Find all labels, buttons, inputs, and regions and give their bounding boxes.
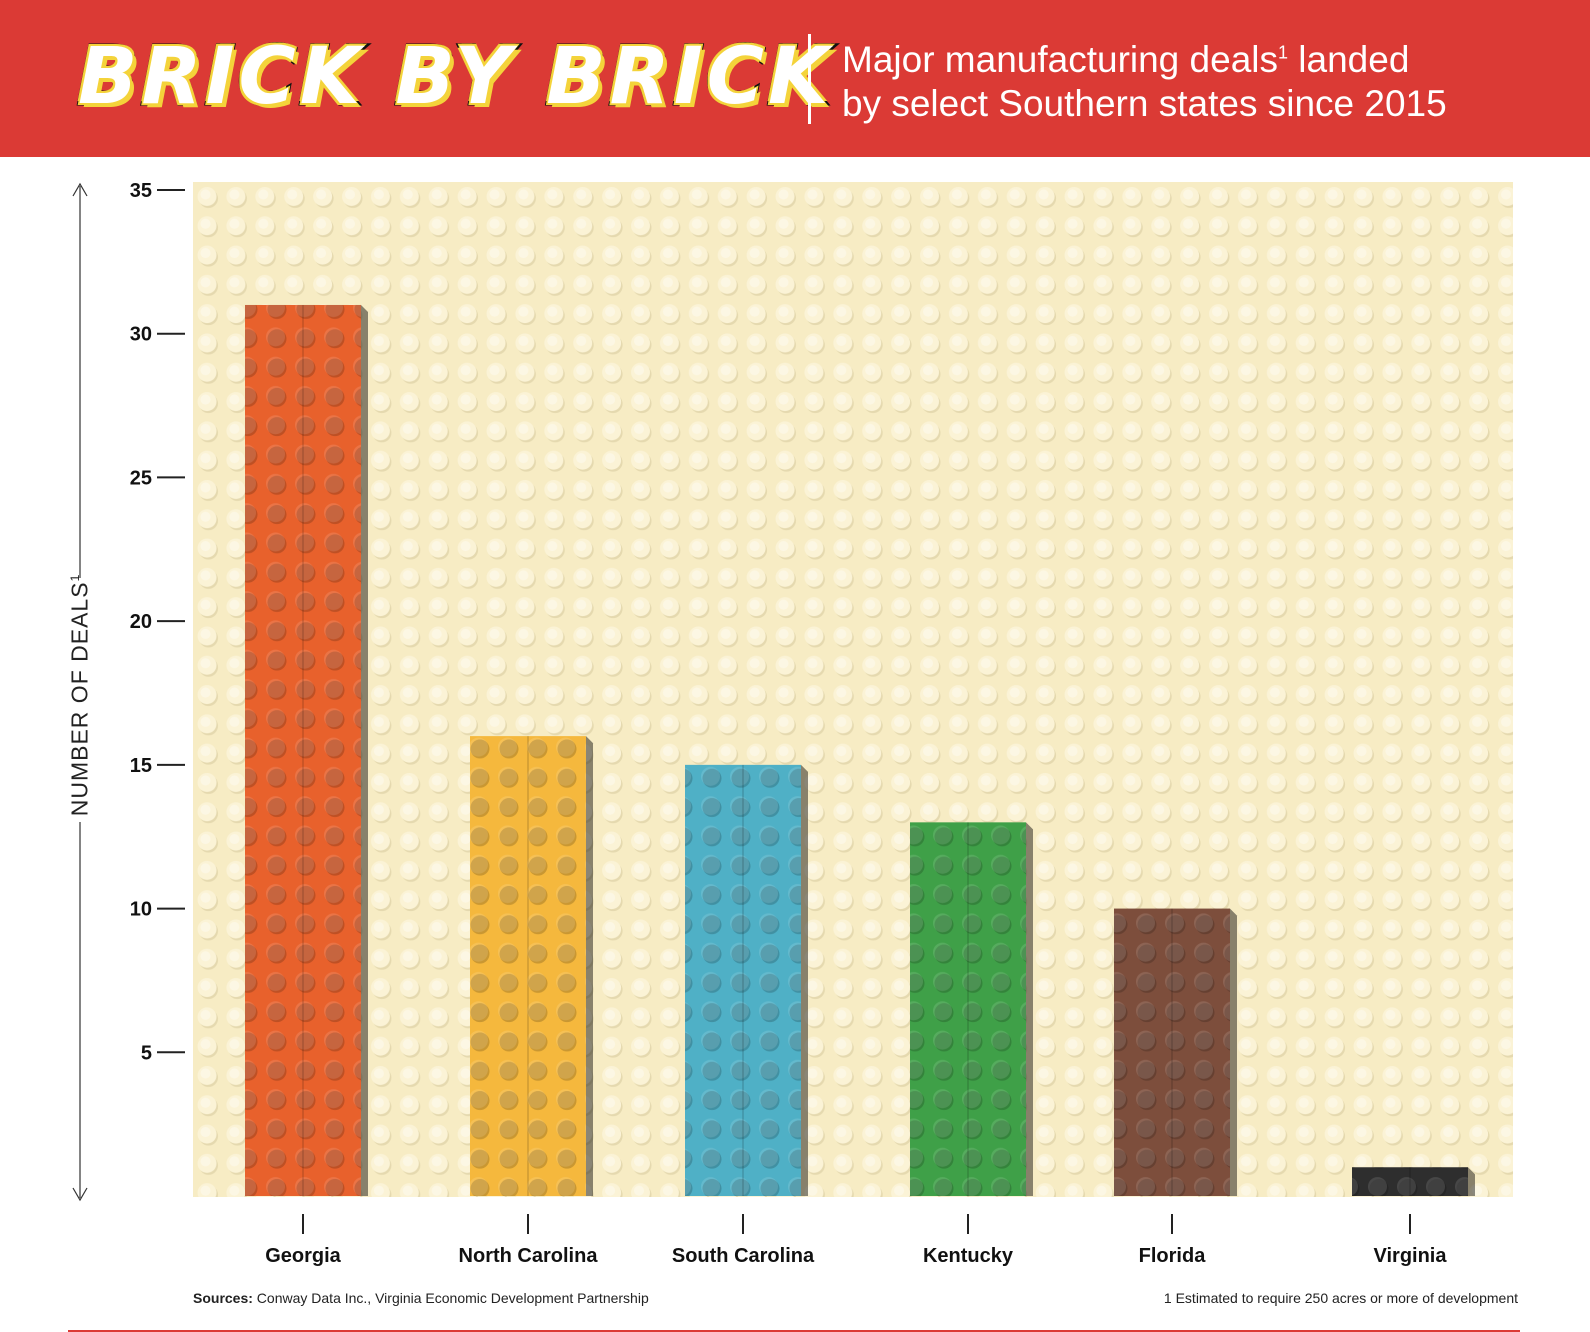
bar-side (586, 736, 593, 1196)
y-axis-title-text: NUMBER OF DEALS (66, 581, 93, 817)
y-axis: 5 10 15 20 25 30 35 (130, 180, 185, 1064)
chart-subtitle: Major manufacturing deals1 landed by sel… (842, 38, 1447, 126)
subtitle-line1-post: landed (1288, 39, 1410, 80)
y-tick-label: 35 (130, 180, 152, 202)
chart-title: BRICK BY BRICK (75, 30, 833, 125)
bottom-rule (68, 1330, 1520, 1332)
x-category-label: Florida (1139, 1245, 1207, 1267)
subtitle-line2: by select Southern states since 2015 (842, 83, 1447, 124)
bar-side (1026, 822, 1033, 1196)
sources-note: Sources: Conway Data Inc., Virginia Econ… (193, 1290, 649, 1306)
bar-side (1468, 1167, 1475, 1196)
y-tick-label: 25 (130, 467, 152, 489)
sources-label: Sources: (193, 1290, 253, 1306)
y-tick-label: 20 (130, 611, 152, 633)
baseplate (193, 182, 1513, 1197)
y-axis-title-footnote-mark: 1 (67, 573, 82, 582)
y-tick-label: 15 (130, 755, 152, 777)
sources-text: Conway Data Inc., Virginia Economic Deve… (252, 1290, 649, 1306)
x-category-label: Virginia (1374, 1245, 1448, 1267)
y-axis-arrow (72, 182, 88, 1202)
x-axis: Georgia North Carolina South Carolina Kentu… (265, 1214, 1447, 1267)
bar-side (801, 764, 808, 1196)
x-category-label: Kentucky (923, 1245, 1014, 1267)
x-category-label: Georgia (265, 1245, 341, 1267)
bar-side (361, 304, 368, 1196)
y-tick-label: 30 (130, 324, 152, 346)
bar-side (1230, 908, 1237, 1196)
title-divider (808, 34, 811, 124)
y-tick-label: 10 (130, 899, 152, 921)
header-banner (0, 0, 1590, 157)
y-axis-title: NUMBER OF DEALS1 (67, 574, 94, 817)
y-tick-label: 5 (141, 1042, 152, 1064)
subtitle-line1-pre: Major manufacturing deals (842, 39, 1278, 80)
x-category-label: North Carolina (459, 1245, 599, 1267)
subtitle-footnote-mark: 1 (1278, 42, 1289, 63)
footnote: 1 Estimated to require 250 acres or more… (1163, 1290, 1518, 1306)
x-category-label: South Carolina (672, 1245, 815, 1267)
